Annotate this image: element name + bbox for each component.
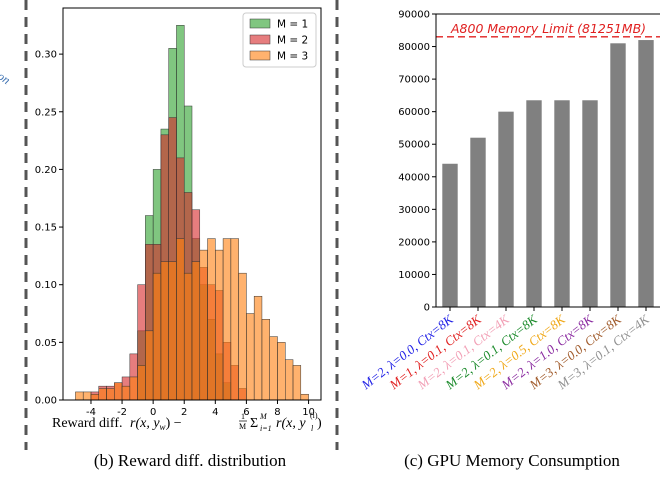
y-tick-label-0: 0.00 — [35, 396, 57, 407]
x-tick-label-3: 2 — [181, 407, 187, 418]
legend-swatch-3 — [249, 50, 271, 61]
hist-bar-m3-11 — [160, 261, 169, 401]
hist-bar-m3-16 — [199, 249, 208, 401]
memory-bar-3 — [498, 111, 514, 308]
memory-bar-8 — [638, 40, 654, 308]
x-tick-label-4: 4 — [212, 407, 218, 418]
hist-bar-m3-17 — [207, 238, 216, 401]
legend-swatch-1 — [249, 18, 271, 29]
hist-bar-m3-9 — [145, 330, 154, 401]
xlabel-rw-sub: w — [160, 422, 166, 432]
xlabel-rl-sup: (i) — [310, 411, 318, 420]
xlabel-rl-close: ) — [317, 416, 322, 431]
memory-bar-6 — [582, 100, 598, 308]
bar-y-tick-label-2: 20000 — [398, 237, 430, 248]
xlabel-sigma-sub: i=1 — [260, 424, 272, 433]
bar-y-tick-label-7: 70000 — [398, 75, 430, 86]
hist-bar-m3-29 — [300, 393, 309, 401]
memory-bar-1 — [442, 163, 458, 307]
hist-bar-m3-26 — [277, 342, 286, 401]
legend-label-1: M = 1 — [277, 19, 308, 31]
hist-bar-m3-20 — [230, 238, 239, 401]
hist-bar-m3-19 — [222, 238, 232, 401]
y-tick-label-2: 0.10 — [35, 280, 57, 291]
y-tick-label-4: 0.20 — [35, 165, 57, 176]
memory-bar-4 — [526, 100, 542, 308]
hist-bar-m3-23 — [253, 295, 263, 401]
x-tick-label-7: 10 — [302, 407, 315, 418]
bar-y-tick-label-4: 40000 — [398, 172, 430, 183]
hist-bar-m3-1 — [82, 391, 92, 401]
bar-y-tick-label-9: 90000 — [398, 10, 430, 21]
edge-text: on — [0, 69, 13, 87]
hist-bar-m3-2 — [90, 393, 99, 401]
xlabel-rl: r(x, y — [276, 416, 306, 431]
memory-limit-label: A800 Memory Limit (81251MB) — [450, 21, 646, 36]
x-tick-label-0: -4 — [86, 407, 96, 418]
memory-bar-7 — [610, 43, 626, 308]
x-tick-label-1: -2 — [117, 407, 127, 418]
hist-bar-m3-6 — [121, 385, 131, 401]
x-tick-label-6: 8 — [274, 407, 280, 418]
legend: M = 1 M = 2 M = 3 — [242, 12, 317, 68]
hist-bar-m3-28 — [292, 365, 302, 401]
y-tick-label-5: 0.25 — [35, 107, 57, 118]
bar-y-tick-label-8: 80000 — [398, 42, 430, 53]
series-3 — [75, 238, 309, 401]
svg-text:Reward diff. r(x, yw) −: Reward diff. r(x, yw) − — [52, 416, 182, 432]
xlabel-sigma-sup: M — [259, 412, 268, 421]
bar-y-tick-label-0: 0 — [424, 303, 430, 314]
hist-frame — [62, 7, 322, 401]
xlabel-rw: r(x, y — [130, 416, 160, 431]
legend-label-3: M = 3 — [277, 51, 308, 63]
hist-bar-m3-22 — [246, 313, 255, 401]
memory-bar-2 — [470, 137, 486, 307]
xlabel-frac-den: M — [239, 422, 246, 431]
xlabel-rw-close: ) − — [166, 416, 182, 431]
hist-bar-m3-3 — [98, 388, 107, 401]
hist-bar-m3-24 — [261, 319, 270, 401]
legend-label-2: M = 2 — [277, 35, 308, 47]
legend-swatch-2 — [249, 34, 271, 45]
hist-bar-m3-21 — [238, 272, 247, 401]
bar-y-tick-label-3: 30000 — [398, 205, 430, 216]
bar-y-tick-label-1: 10000 — [398, 270, 430, 281]
hist-bar-m3-7 — [129, 376, 138, 401]
hist-bar-m3-5 — [114, 382, 123, 401]
hist-bar-m3-8 — [137, 365, 146, 401]
y-tick-label-6: 0.30 — [35, 50, 57, 61]
hist-bar-m3-27 — [285, 359, 294, 401]
xlabel-sigma: Σ — [250, 416, 258, 431]
hist-bar-m3-4 — [106, 388, 115, 401]
xlabel-prefix: Reward diff. — [52, 416, 123, 431]
reward-histogram: -4 -2 0 2 4 6 8 10 0.00 0.05 0.10 0.15 0.20 0.25 0.30 M… — [35, 7, 322, 418]
histogram-xlabel: Reward diff. r(x, yw) − 1 M Σ M i=1 r(x,… — [52, 411, 322, 433]
caption-left: (b) Reward diff. distribution — [94, 451, 287, 470]
caption-right: (c) GPU Memory Consumption — [404, 451, 620, 470]
memory-bar-5 — [554, 100, 570, 308]
hist-bar-m3-25 — [269, 336, 278, 401]
x-tick-label-2: 0 — [150, 407, 156, 418]
x-tick-label-5: 6 — [243, 407, 249, 418]
bar-y-tick-label-6: 60000 — [398, 107, 430, 118]
hist-bar-m3-14 — [183, 272, 193, 401]
hist-bar-m3-18 — [215, 249, 224, 401]
hist-bar-m3-12 — [168, 261, 177, 401]
xlabel-rl-sub: l — [311, 424, 314, 433]
hist-bar-m3-15 — [191, 261, 201, 401]
hist-bar-m3-10 — [152, 272, 162, 401]
xlabel-frac-num: 1 — [241, 412, 245, 421]
hist-bar-m3-0 — [75, 391, 84, 401]
hist-bar-m3-13 — [176, 238, 185, 401]
y-tick-label-1: 0.05 — [35, 338, 57, 349]
y-tick-label-3: 0.15 — [35, 223, 57, 234]
bar-y-tick-label-5: 50000 — [398, 140, 430, 151]
memory-bar-chart: M=2, λ=0.0, Ctx=8KM=1, λ=0.1, Ctx=8KM=2,… — [358, 10, 660, 393]
